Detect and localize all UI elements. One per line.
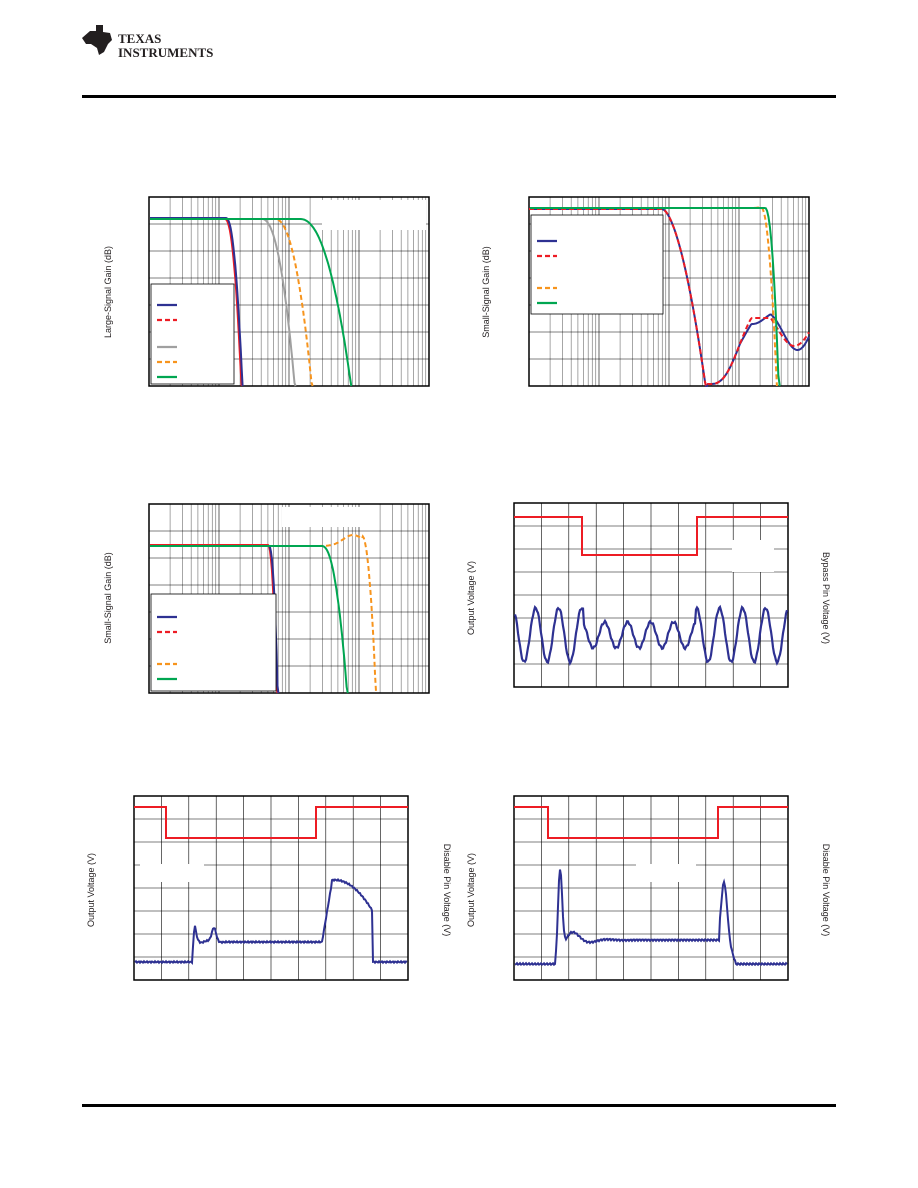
annotation-box [322,200,426,230]
annotation-box [636,864,696,882]
disable-pin-trace [514,806,788,839]
disable-1-output-voltage-ylabel: Output Voltage (V) [86,853,96,927]
ti-state-icon [82,25,112,55]
bypass-output-voltage-ylabel: Output Voltage (V) [466,561,476,635]
bypass-pin-trace [514,516,788,556]
output-voltage-trace [134,877,408,965]
legend-box [150,283,235,385]
small-signal-gain-1-ylabel: Small-Signal Gain (dB) [481,246,491,338]
disable-2-output-voltage-ylabel: Output Voltage (V) [466,853,476,927]
output-voltage-trace [514,869,788,967]
large-signal-gain-ylabel: Large-Signal Gain (dB) [103,246,113,338]
output-voltage-trace [513,604,789,666]
disable-2-pin-voltage-ylabel: Disable Pin Voltage (V) [821,844,831,937]
annotation-box [282,507,372,527]
footer-rule [82,1104,836,1107]
small-signal-gain-plot-2 [148,503,430,694]
annotation-box [732,540,774,572]
disable-pin-trace [134,806,408,839]
series-green-curve [530,207,781,387]
small-signal-gain-plot-1 [528,196,810,387]
large-signal-gain-plot [148,196,430,387]
header-rule [82,95,836,98]
bypass-pin-voltage-ylabel: Bypass Pin Voltage (V) [821,552,831,644]
brand-line2: INSTRUMENTS [118,45,213,60]
annotation-box [140,864,204,882]
series-green-curve [150,545,349,694]
series-green-curve [150,218,353,387]
disable-transient-plot-1 [133,795,409,981]
disable-1-pin-voltage-ylabel: Disable Pin Voltage (V) [442,844,452,937]
legend-box [530,214,664,315]
small-signal-gain-2-ylabel: Small-Signal Gain (dB) [103,552,113,644]
disable-transient-plot-2 [513,795,789,981]
legend-box [150,593,277,692]
texas-instruments-logo: TEXAS INSTRUMENTS [82,25,213,60]
brand-line1: TEXAS [118,31,161,46]
bypass-transient-plot [513,502,789,688]
